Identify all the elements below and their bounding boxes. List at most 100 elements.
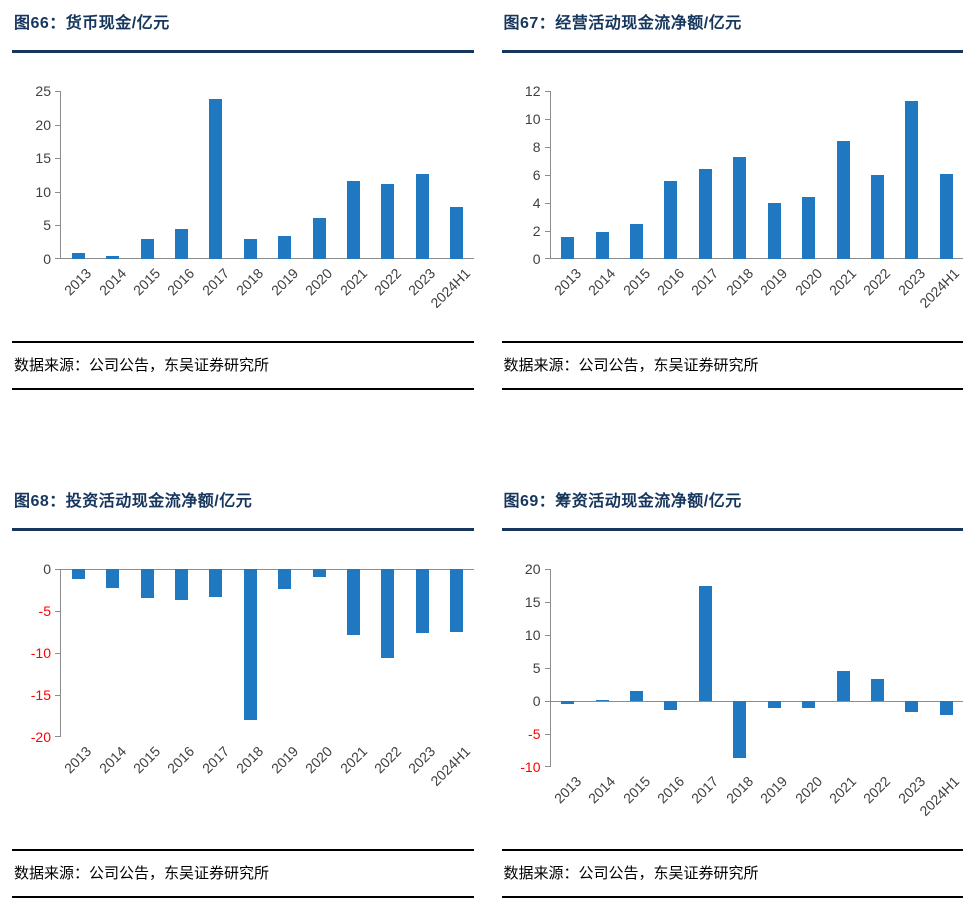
x-tick-label: 2020 [302, 265, 336, 299]
bar-2023 [905, 100, 919, 259]
bar-2021 [836, 141, 850, 259]
plot-area [55, 569, 474, 737]
bar-2013 [561, 701, 575, 704]
x-tick-label: 2017 [688, 265, 722, 299]
chart-panel-fig67: 图67：经营活动现金流净额/亿元 12 10 8 6 4 2 0 2013 2014 2015 2… [501, 12, 963, 390]
category-axis-line [550, 258, 963, 259]
bar-2018 [733, 156, 747, 259]
y-tick-mark [55, 158, 61, 160]
y-tick-label: -5 [528, 726, 541, 742]
y-tick-label: -15 [30, 687, 51, 703]
source-text: 数据来源：公司公告，东吴证券研究所 [14, 357, 270, 374]
divider-line-top [501, 341, 963, 343]
category-axis-line [550, 701, 963, 702]
bar-2024H1 [939, 173, 953, 259]
x-tick-label: 2020 [302, 743, 336, 777]
source-block: 数据来源：公司公告，东吴证券研究所 [501, 849, 963, 898]
bar-2023 [415, 569, 429, 633]
y-axis: 12 10 8 6 4 2 0 [502, 83, 550, 267]
y-tick-label: -10 [30, 645, 51, 661]
y-tick-mark [544, 701, 551, 702]
source-text: 数据来源：公司公告，东吴证券研究所 [14, 865, 270, 882]
x-tick-label: 2013 [61, 265, 95, 299]
bar-2017 [698, 585, 712, 701]
bar-chart-fig69: 20 15 10 5 0 -5 -10 2013 2014 2015 2016 2017 2018 20… [502, 561, 964, 849]
bar-2023 [905, 701, 919, 712]
x-tick-label: 2021 [826, 773, 860, 807]
bar-2015 [630, 691, 644, 701]
y-tick-label: -20 [30, 729, 51, 745]
title-rule [12, 528, 474, 531]
bar-chart-fig68: 0 -5 -10 -15 -20 2013 2014 2015 2016 2017 2018 201… [12, 561, 474, 819]
bar-2015 [140, 569, 154, 598]
y-tick-label: 2 [532, 223, 541, 239]
bar-2013 [71, 252, 85, 259]
y-tick-mark [55, 611, 61, 612]
bar-2022 [381, 569, 395, 659]
y-tick-label: 15 [524, 594, 541, 610]
x-tick-label: 2018 [722, 265, 757, 299]
y-tick-label: -5 [38, 603, 51, 619]
x-tick-label: 2019 [757, 773, 791, 807]
title-rule [501, 50, 963, 53]
y-tick-label: 0 [532, 693, 541, 709]
y-tick-label: 0 [43, 561, 51, 577]
y-tick-label: -10 [520, 759, 541, 775]
divider-line-bottom [501, 388, 963, 390]
x-tick-label: 2022 [860, 773, 894, 807]
chart-title-fig68: 图68：投资活动现金流净额/亿元 [14, 493, 253, 510]
x-tick-label: 2019 [267, 265, 302, 299]
bar-2013 [561, 236, 575, 259]
y-tick-mark [544, 569, 551, 570]
x-tick-label: 2014 [585, 265, 619, 299]
bar-2021 [836, 671, 850, 701]
chart-title-fig66: 图66：货币现金/亿元 [14, 15, 170, 32]
x-tick-label: 2018 [233, 743, 267, 777]
y-axis: 0 -5 -10 -15 -20 [12, 561, 60, 745]
y-tick-mark [544, 203, 551, 204]
bar-2017 [209, 99, 223, 259]
x-tick-label: 2021 [826, 265, 860, 299]
x-axis: 2013 2014 2015 2016 2017 2018 2019 2020 2021 2022… [60, 259, 474, 341]
category-axis-line [61, 258, 474, 259]
y-tick-label: 15 [35, 150, 51, 167]
y-tick-mark [55, 191, 61, 193]
y-tick-label: 10 [524, 111, 541, 127]
y-tick-label: 4 [532, 195, 541, 211]
source-block: 数据来源：公司公告，东吴证券研究所 [12, 341, 474, 390]
bar-2018 [243, 569, 257, 721]
x-tick-label: 2022 [370, 265, 405, 299]
bar-2016 [174, 229, 188, 259]
x-tick-label: 2013 [550, 265, 585, 299]
y-tick-label: 12 [524, 83, 541, 99]
y-tick-label: 8 [532, 139, 541, 155]
bar-2016 [664, 180, 678, 259]
x-tick-label: 2013 [550, 773, 585, 807]
x-tick-label: 2014 [95, 743, 129, 777]
x-tick-label: 2016 [164, 743, 198, 777]
x-axis: 2013 2014 2015 2016 2017 2018 2019 2020 2021 2022… [550, 767, 964, 849]
x-tick-label: 2017 [688, 773, 722, 807]
x-tick-label: 2013 [61, 743, 95, 777]
x-tick-label: 2015 [130, 743, 164, 777]
x-tick-label: 2020 [791, 265, 825, 299]
x-tick-label: 2021 [336, 265, 370, 299]
x-tick-label: 2015 [619, 265, 653, 299]
divider-line-top [12, 849, 474, 851]
bar-2023 [415, 173, 429, 259]
bar-2018 [243, 238, 257, 259]
y-tick-label: 25 [35, 83, 51, 99]
y-tick-mark [544, 119, 551, 120]
y-tick-mark [544, 91, 551, 92]
bar-2016 [174, 569, 188, 601]
bar-2014 [106, 569, 120, 589]
source-text: 数据来源：公司公告，东吴证券研究所 [503, 357, 759, 374]
y-tick-mark [544, 668, 551, 669]
y-tick-label: 20 [35, 116, 51, 133]
divider-line-bottom [12, 388, 474, 390]
y-tick-mark [544, 258, 551, 259]
y-tick-mark [544, 734, 551, 735]
y-tick-label: 0 [43, 251, 51, 267]
y-tick-label: 10 [524, 627, 541, 643]
